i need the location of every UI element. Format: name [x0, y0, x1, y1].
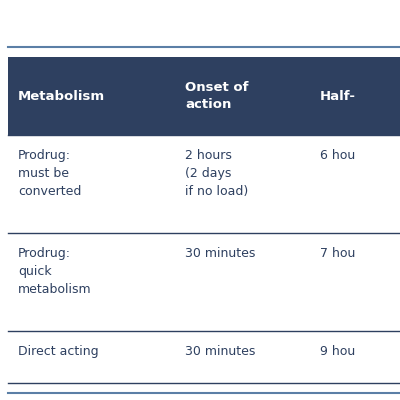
Bar: [8, 331, 400, 383]
Text: 2 hours
(2 days
if no load): 2 hours (2 days if no load): [185, 149, 248, 198]
Text: 6 hou: 6 hou: [320, 149, 355, 162]
Bar: [8, 233, 400, 331]
Text: 9 hou: 9 hou: [320, 345, 355, 358]
Text: 30 minutes: 30 minutes: [185, 345, 255, 358]
Text: Direct acting: Direct acting: [18, 345, 99, 358]
Text: 30 minutes: 30 minutes: [185, 247, 255, 260]
Text: Onset of
action: Onset of action: [185, 81, 248, 111]
Text: 7 hou: 7 hou: [320, 247, 355, 260]
Bar: [8, 57, 400, 135]
Text: Prodrug:
must be
converted: Prodrug: must be converted: [18, 149, 81, 198]
Text: Half-: Half-: [320, 90, 356, 102]
Text: Prodrug:
quick
metabolism: Prodrug: quick metabolism: [18, 247, 92, 296]
Text: Metabolism: Metabolism: [18, 90, 105, 102]
Bar: [8, 135, 400, 233]
